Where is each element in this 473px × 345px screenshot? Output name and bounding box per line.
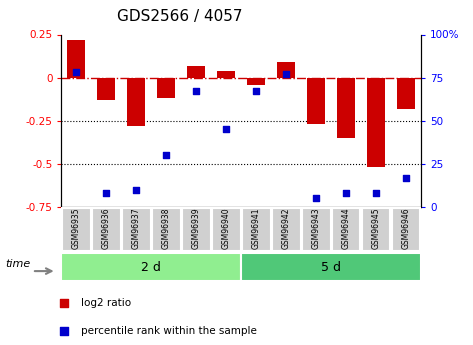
Point <box>132 187 140 193</box>
Text: GSM96938: GSM96938 <box>162 208 171 249</box>
Bar <box>158 78 175 98</box>
Text: GDS2566 / 4057: GDS2566 / 4057 <box>117 9 243 23</box>
Bar <box>217 71 235 78</box>
Bar <box>247 78 265 85</box>
Point <box>222 127 230 132</box>
Bar <box>397 78 415 109</box>
FancyBboxPatch shape <box>92 208 121 251</box>
FancyBboxPatch shape <box>302 208 331 251</box>
Point <box>73 70 80 75</box>
FancyBboxPatch shape <box>152 208 181 251</box>
Bar <box>337 78 355 138</box>
Text: GSM96936: GSM96936 <box>102 208 111 249</box>
Text: GSM96937: GSM96937 <box>132 208 141 249</box>
Point <box>402 175 410 180</box>
FancyBboxPatch shape <box>212 208 241 251</box>
FancyBboxPatch shape <box>242 208 271 251</box>
Bar <box>97 78 115 100</box>
Point <box>342 190 350 196</box>
Bar <box>68 40 86 78</box>
FancyBboxPatch shape <box>362 208 390 251</box>
Text: GSM96945: GSM96945 <box>371 208 381 249</box>
Text: GSM96940: GSM96940 <box>222 208 231 249</box>
Point <box>60 300 68 306</box>
Text: percentile rank within the sample: percentile rank within the sample <box>80 326 256 336</box>
Text: log2 ratio: log2 ratio <box>80 298 131 308</box>
Text: GSM96941: GSM96941 <box>252 208 261 249</box>
Point <box>60 328 68 334</box>
FancyBboxPatch shape <box>392 208 420 251</box>
Point <box>282 71 290 77</box>
Bar <box>127 78 145 126</box>
Text: GSM96946: GSM96946 <box>402 208 411 249</box>
Point <box>193 89 200 94</box>
Point <box>163 152 170 158</box>
FancyBboxPatch shape <box>272 208 300 251</box>
Text: GSM96935: GSM96935 <box>72 208 81 249</box>
Point <box>103 190 110 196</box>
Bar <box>277 62 295 78</box>
Text: GSM96943: GSM96943 <box>312 208 321 249</box>
Bar <box>307 78 325 124</box>
Point <box>312 196 320 201</box>
FancyBboxPatch shape <box>62 208 91 251</box>
FancyBboxPatch shape <box>182 208 210 251</box>
Text: GSM96944: GSM96944 <box>342 208 350 249</box>
FancyBboxPatch shape <box>332 208 360 251</box>
FancyBboxPatch shape <box>61 253 241 282</box>
Text: 2 d: 2 d <box>141 261 161 274</box>
Bar <box>187 66 205 78</box>
Text: GSM96939: GSM96939 <box>192 208 201 249</box>
Point <box>372 190 380 196</box>
Text: GSM96942: GSM96942 <box>281 208 291 249</box>
Bar <box>367 78 385 167</box>
Text: time: time <box>5 259 30 269</box>
FancyBboxPatch shape <box>241 253 421 282</box>
Text: 5 d: 5 d <box>321 261 341 274</box>
FancyBboxPatch shape <box>122 208 151 251</box>
Point <box>253 89 260 94</box>
